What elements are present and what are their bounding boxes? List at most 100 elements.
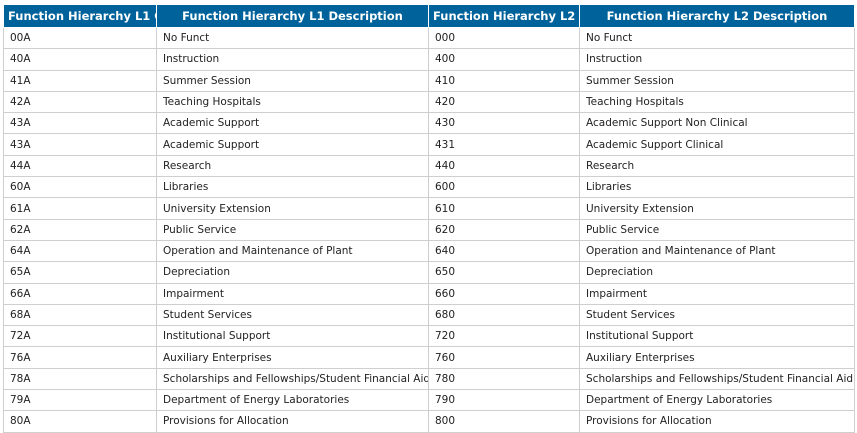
table-cell: Depreciation: [579, 261, 855, 284]
table-row: 62A Public Service 620 Public Service: [3, 218, 855, 241]
table-row: 64A Operation and Maintenance of Plant 640…: [3, 239, 855, 263]
table-cell: Student Services: [156, 303, 429, 327]
table-cell: Public Service: [579, 218, 855, 241]
table-body: 00A No Funct 000 No Funct 40A Instruction 400 I…: [3, 26, 855, 433]
table-cell: Institutional Support: [579, 325, 855, 348]
table-cell: Student Services: [579, 303, 855, 327]
column-header: Function Hierarchy L2 Code: [428, 4, 580, 28]
table-row: 41A Summer Session 410 Summer Session: [3, 69, 855, 92]
table-row: 43A Academic Support 430 Academic Support N…: [3, 112, 855, 135]
table-cell: Scholarships and Fellowships/Student Fin…: [579, 367, 855, 391]
table-cell: Teaching Hospitals: [579, 90, 855, 114]
table-cell: Academic Support: [156, 133, 429, 156]
column-header: Function Hierarchy L2 Description: [579, 4, 855, 28]
table-cell: 420: [428, 90, 580, 114]
table-cell: Research: [156, 154, 429, 178]
table-row: 79A Department of Energy Laboratories 790 D…: [3, 389, 855, 412]
table-cell: Auxiliary Enterprises: [579, 346, 855, 369]
table-row: 68A Student Services 680 Student Services: [3, 303, 855, 327]
table-cell: 42A: [3, 90, 157, 114]
column-header: Function Hierarchy L1 Code: [3, 4, 157, 28]
table-cell: 440: [428, 154, 580, 178]
table-cell: 650: [428, 261, 580, 284]
table-cell: Operation and Maintenance of Plant: [156, 239, 429, 263]
table-cell: 65A: [3, 261, 157, 284]
table-cell: University Extension: [579, 197, 855, 220]
table-row: 40A Instruction 400 Instruction: [3, 48, 855, 71]
table-cell: Department of Energy Laboratories: [579, 389, 855, 412]
table-cell: Depreciation: [156, 261, 429, 284]
table-cell: 40A: [3, 48, 157, 71]
table-cell: 66A: [3, 282, 157, 305]
table-row: 76A Auxiliary Enterprises 760 Auxiliary Ent…: [3, 346, 855, 369]
table-cell: 720: [428, 325, 580, 348]
table-cell: Department of Energy Laboratories: [156, 389, 429, 412]
table-cell: No Funct: [156, 26, 429, 50]
table-cell: Provisions for Allocation: [579, 410, 855, 433]
table-cell: 640: [428, 239, 580, 263]
table-cell: 78A: [3, 367, 157, 391]
table-cell: Instruction: [579, 48, 855, 71]
table-cell: 00A: [3, 26, 157, 50]
table-cell: 72A: [3, 325, 157, 348]
table-row: 66A Impairment 660 Impairment: [3, 282, 855, 305]
table-cell: Teaching Hospitals: [156, 90, 429, 114]
table-cell: Summer Session: [579, 69, 855, 92]
table-cell: 600: [428, 176, 580, 199]
table-cell: 61A: [3, 197, 157, 220]
table-cell: Instruction: [156, 48, 429, 71]
table-cell: 680: [428, 303, 580, 327]
table-cell: Operation and Maintenance of Plant: [579, 239, 855, 263]
table-cell: Institutional Support: [156, 325, 429, 348]
table-cell: 68A: [3, 303, 157, 327]
header-row: Function Hierarchy L1 CodeFunction Hiera…: [3, 4, 855, 28]
table-cell: Impairment: [579, 282, 855, 305]
table-cell: 620: [428, 218, 580, 241]
table-cell: 400: [428, 48, 580, 71]
table-cell: 800: [428, 410, 580, 433]
table-cell: 64A: [3, 239, 157, 263]
table-row: 78A Scholarships and Fellowships/Student …: [3, 367, 855, 391]
table-cell: 43A: [3, 133, 157, 156]
table-cell: Public Service: [156, 218, 429, 241]
table-cell: 43A: [3, 112, 157, 135]
table-cell: No Funct: [579, 26, 855, 50]
table-row: 44A Research 440 Research: [3, 154, 855, 178]
table-row: 42A Teaching Hospitals 420 Teaching Hospita…: [3, 90, 855, 114]
table-cell: Auxiliary Enterprises: [156, 346, 429, 369]
table-row: 72A Institutional Support 720 Institutional…: [3, 325, 855, 348]
table-cell: 62A: [3, 218, 157, 241]
table-cell: 410: [428, 69, 580, 92]
table-cell: Libraries: [579, 176, 855, 199]
table-cell: Academic Support: [156, 112, 429, 135]
table-cell: 760: [428, 346, 580, 369]
table-row: 80A Provisions for Allocation 800 Provision…: [3, 410, 855, 433]
table-row: 60A Libraries 600 Libraries: [3, 176, 855, 199]
table-cell: Research: [579, 154, 855, 178]
table-cell: University Extension: [156, 197, 429, 220]
table-row: 00A No Funct 000 No Funct: [3, 26, 855, 50]
table-cell: 000: [428, 26, 580, 50]
table-cell: 41A: [3, 69, 157, 92]
table-cell: Impairment: [156, 282, 429, 305]
table-row: 43A Academic Support 431 Academic Support C…: [3, 133, 855, 156]
table-cell: Provisions for Allocation: [156, 410, 429, 433]
table-cell: Academic Support Clinical: [579, 133, 855, 156]
table-cell: 80A: [3, 410, 157, 433]
table-cell: 44A: [3, 154, 157, 178]
table-cell: 780: [428, 367, 580, 391]
table-cell: 431: [428, 133, 580, 156]
table-cell: 660: [428, 282, 580, 305]
table-cell: 79A: [3, 389, 157, 412]
column-header: Function Hierarchy L1 Description: [156, 4, 429, 28]
table-cell: Academic Support Non Clinical: [579, 112, 855, 135]
table-cell: 790: [428, 389, 580, 412]
table-cell: Summer Session: [156, 69, 429, 92]
table-row: 65A Depreciation 650 Depreciation: [3, 261, 855, 284]
table-cell: Libraries: [156, 176, 429, 199]
table-row: 61A University Extension 610 University Ext…: [3, 197, 855, 220]
function-hierarchy-table: Function Hierarchy L1 CodeFunction Hiera…: [3, 4, 855, 433]
table-cell: 610: [428, 197, 580, 220]
table-cell: Scholarships and Fellowships/Student Fin…: [156, 367, 429, 391]
